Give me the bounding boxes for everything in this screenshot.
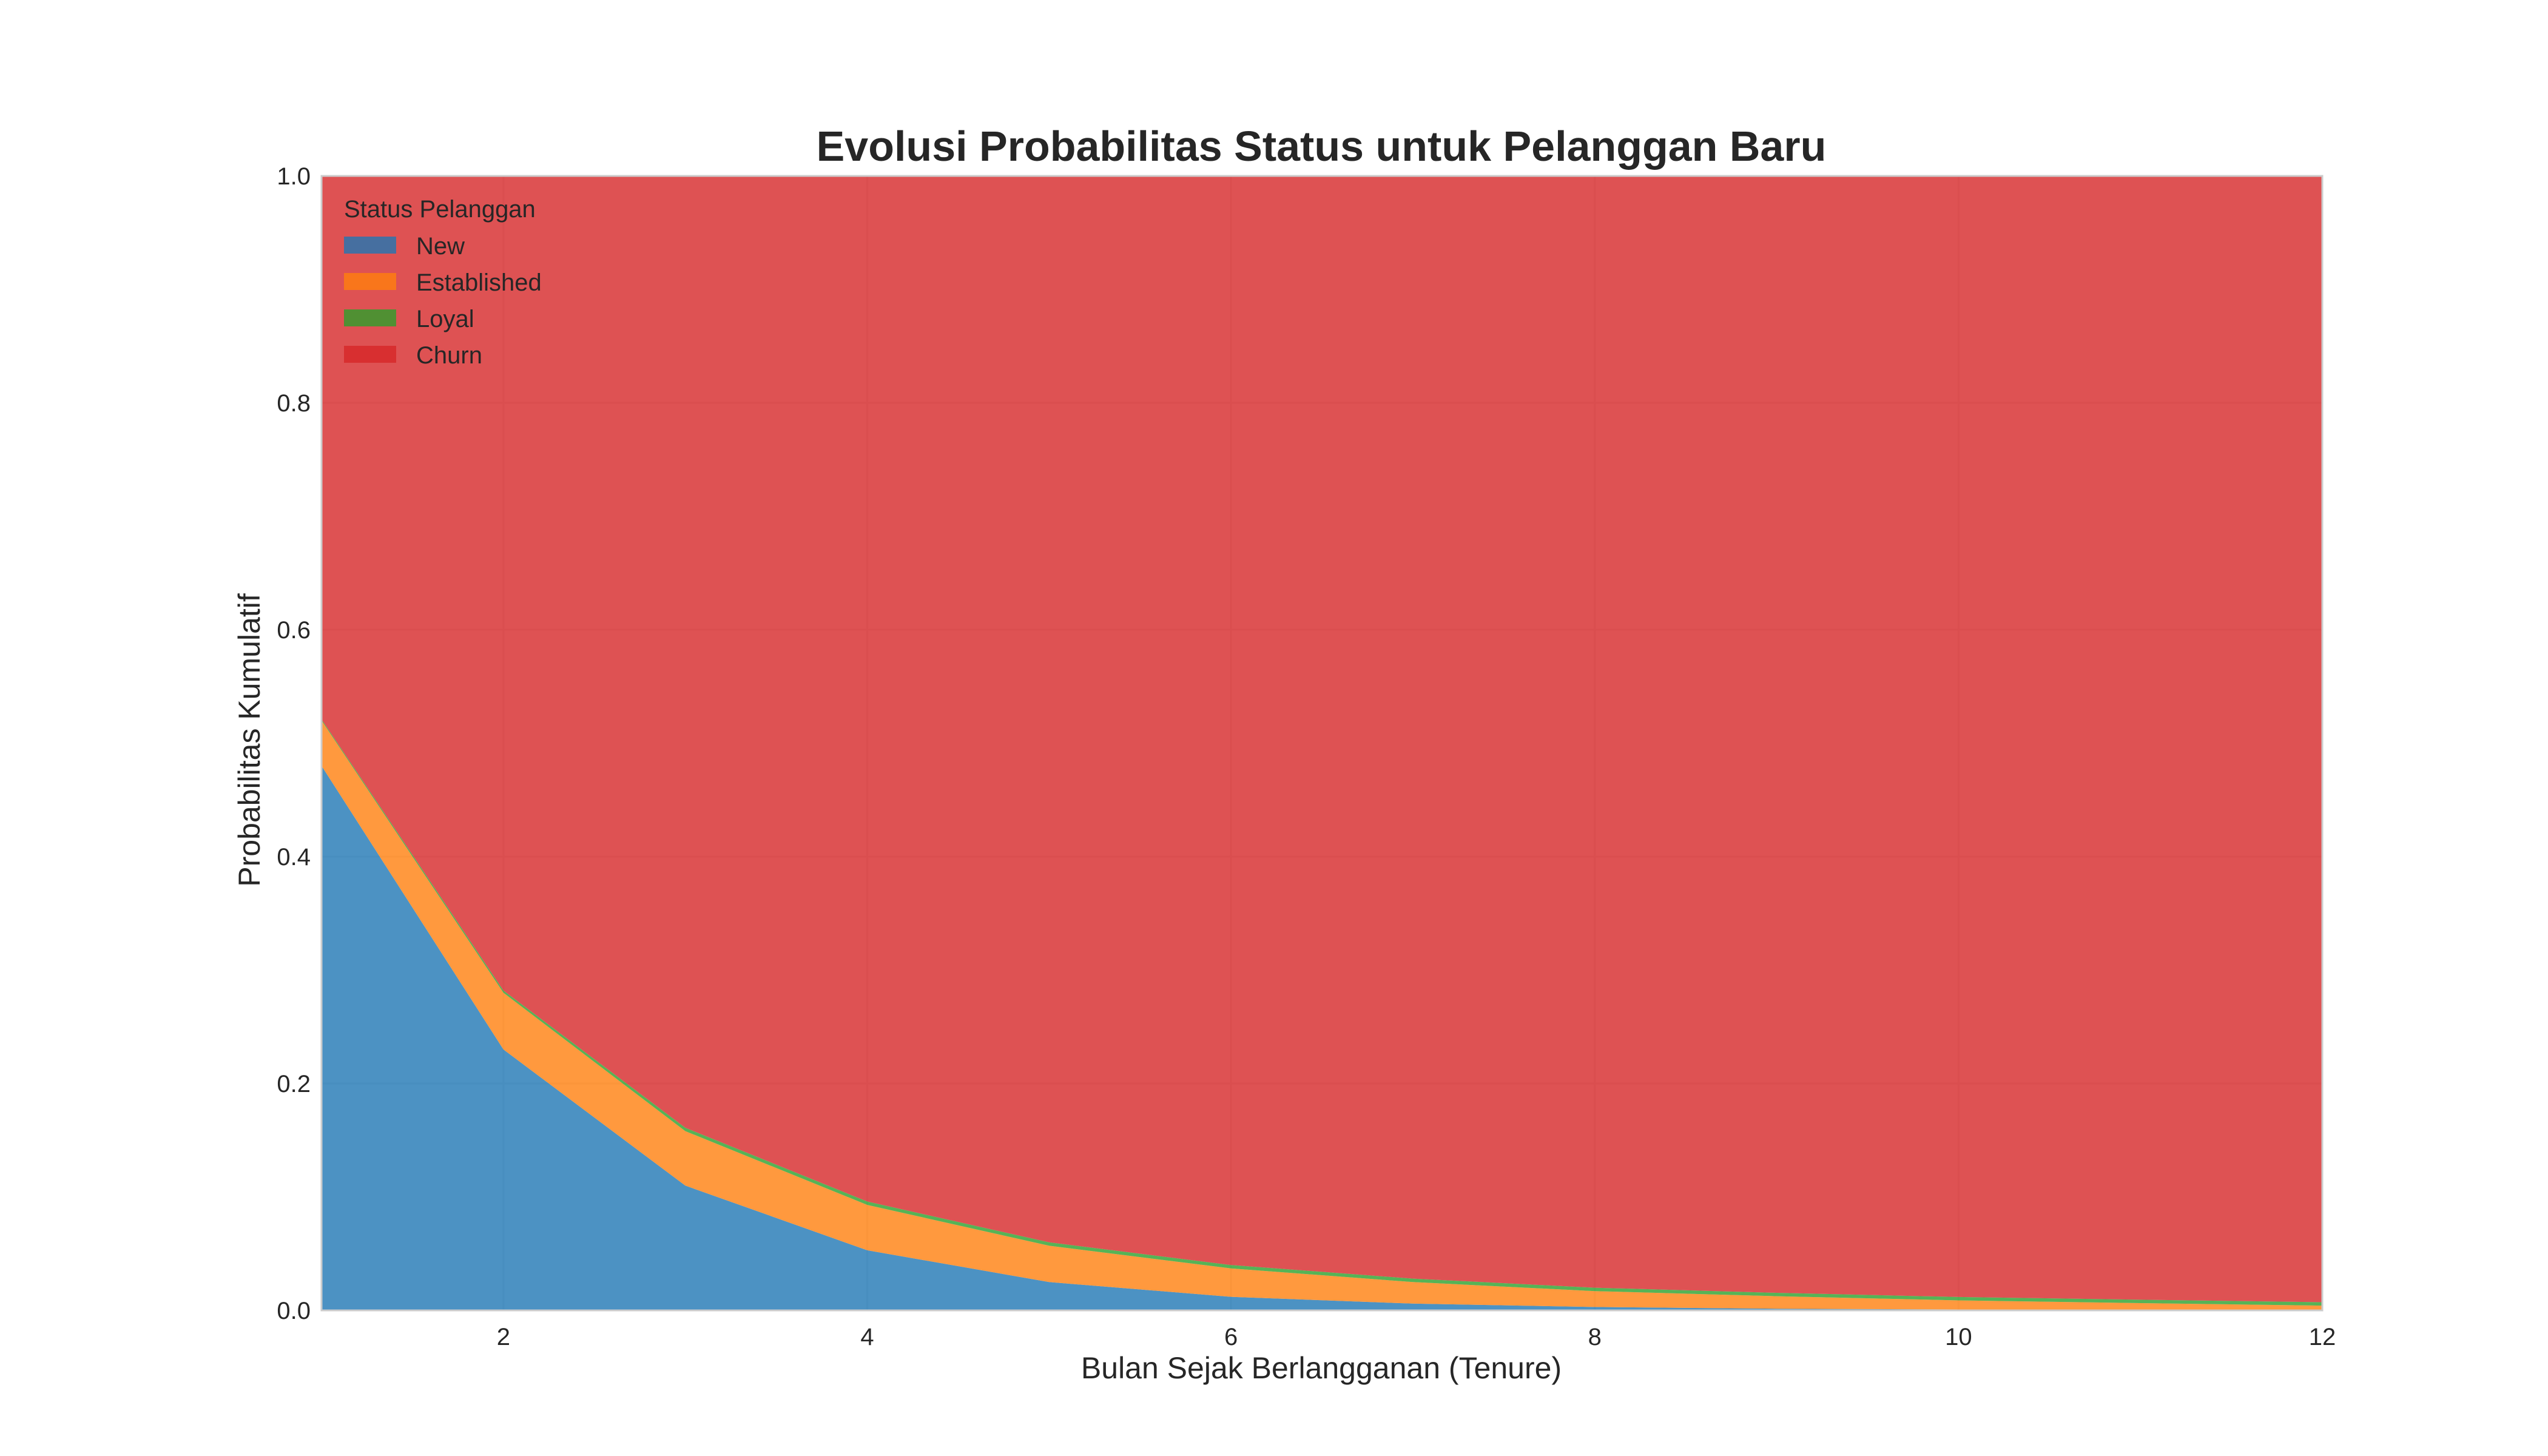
legend-label-established: Established — [416, 269, 542, 296]
legend: Status Pelanggan New Established Loyal Chur… — [344, 196, 542, 369]
axis-ticks: 2 4 6 8 10 12 0.0 0.2 0.4 0.6 0.8 1.0 — [277, 163, 2336, 1350]
area-series — [322, 176, 2322, 1310]
area-churn — [322, 176, 2322, 1303]
y-tick-label: 0.0 — [277, 1298, 311, 1324]
y-tick-label: 0.8 — [277, 390, 311, 417]
y-axis-label: Probabilitas Kumulatif — [232, 593, 266, 887]
legend-swatch-new — [344, 237, 396, 254]
x-tick-label: 12 — [2309, 1324, 2336, 1350]
y-tick-label: 1.0 — [277, 163, 311, 190]
x-tick-label: 8 — [1588, 1324, 1602, 1350]
x-tick-label: 4 — [860, 1324, 874, 1350]
legend-swatch-established — [344, 273, 396, 290]
y-tick-label: 0.6 — [277, 617, 311, 644]
area-new — [322, 766, 2322, 1310]
legend-label-loyal: Loyal — [416, 306, 474, 332]
y-tick-label: 0.4 — [277, 844, 311, 871]
y-tick-label: 0.2 — [277, 1071, 311, 1097]
legend-items: New Established Loyal Churn — [344, 233, 542, 369]
legend-title: Status Pelanggan — [344, 196, 536, 223]
x-tick-label: 10 — [1945, 1324, 1972, 1350]
x-axis-label: Bulan Sejak Berlangganan (Tenure) — [1081, 1351, 1562, 1385]
legend-swatch-churn — [344, 346, 396, 363]
legend-swatch-loyal — [344, 309, 396, 326]
chart-title: Evolusi Probabilitas Status untuk Pelang… — [817, 123, 1827, 170]
x-tick-label: 2 — [497, 1324, 510, 1350]
plot-frame — [320, 175, 2324, 1312]
legend-label-new: New — [416, 233, 465, 260]
x-tick-label: 6 — [1224, 1324, 1238, 1350]
legend-label-churn: Churn — [416, 342, 482, 369]
